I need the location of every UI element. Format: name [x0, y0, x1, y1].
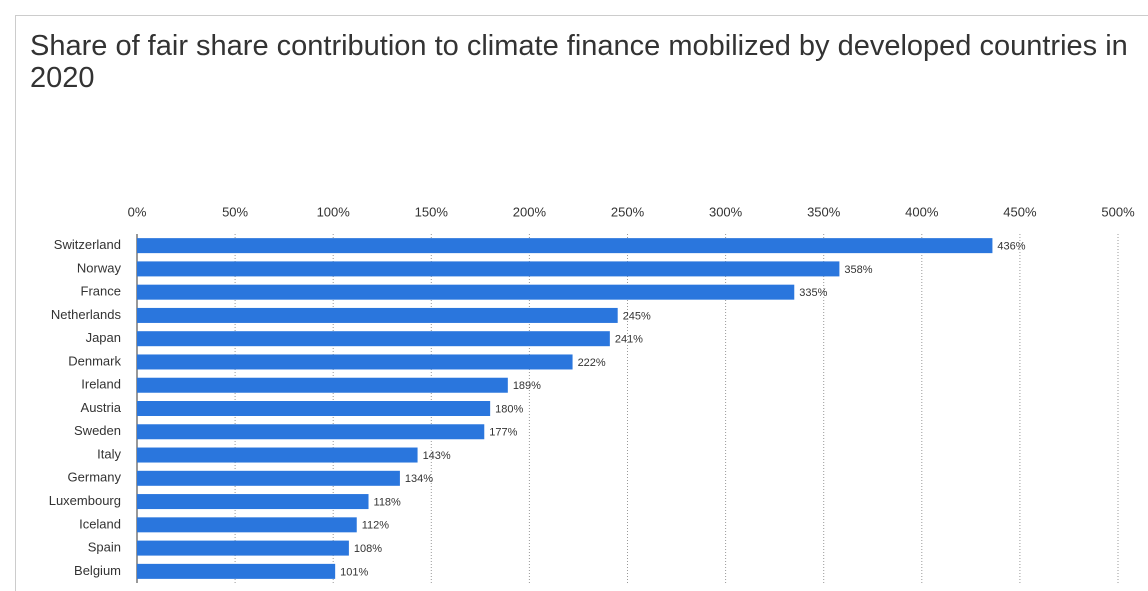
bar: [137, 284, 795, 300]
chart-title: Share of fair share contribution to clim…: [30, 30, 1128, 94]
value-label: 108%: [354, 543, 382, 555]
x-tick-label: 400%: [905, 204, 939, 219]
y-tick-label: Iceland: [79, 516, 121, 531]
value-label: 358%: [844, 264, 872, 276]
x-tick-label: 500%: [1101, 204, 1135, 219]
bar: [137, 238, 993, 254]
y-tick-label: Sweden: [74, 423, 121, 438]
x-tick-label: 0%: [128, 204, 147, 219]
value-label: 177%: [489, 427, 517, 439]
y-tick-label: Spain: [88, 540, 121, 555]
x-tick-label: 100%: [317, 204, 351, 219]
x-tick-label: 150%: [415, 204, 449, 219]
y-tick-label: Austria: [81, 400, 122, 415]
x-tick-label: 50%: [222, 204, 248, 219]
bar: [137, 494, 369, 510]
x-tick-label: 250%: [611, 204, 645, 219]
value-label: 101%: [340, 566, 368, 578]
y-tick-label: Belgium: [74, 563, 121, 578]
bar: [137, 401, 491, 416]
bar: [137, 354, 573, 370]
bar: [137, 540, 349, 556]
bar: [137, 470, 400, 486]
y-tick-label: Italy: [97, 446, 121, 461]
bar: [137, 563, 336, 579]
x-tick-label: 200%: [513, 204, 547, 219]
value-label: 335%: [799, 287, 827, 299]
y-tick-label: Norway: [77, 260, 122, 275]
y-tick-label: France: [81, 284, 121, 299]
value-label: 118%: [374, 496, 402, 508]
x-tick-label: 350%: [807, 204, 841, 219]
y-tick-label: Denmark: [68, 353, 121, 368]
bar: [137, 424, 485, 440]
bar: [137, 261, 840, 277]
y-tick-label: Germany: [68, 470, 122, 485]
value-label: 189%: [513, 380, 541, 392]
y-tick-label: Netherlands: [51, 307, 122, 322]
y-tick-label: Luxembourg: [49, 493, 121, 508]
value-label: 180%: [495, 403, 523, 415]
x-tick-label: 300%: [709, 204, 743, 219]
value-label: 222%: [578, 357, 606, 369]
bar: [137, 517, 357, 533]
value-label: 134%: [405, 473, 433, 485]
bar: [137, 331, 610, 347]
bar: [137, 447, 418, 463]
value-label: 436%: [997, 241, 1025, 253]
y-tick-label: Japan: [86, 330, 121, 345]
chart-frame: [15, 15, 1148, 591]
value-label: 245%: [623, 310, 651, 322]
value-label: 241%: [615, 334, 643, 346]
y-tick-label: Switzerland: [54, 237, 121, 252]
bar: [137, 377, 508, 393]
y-tick-label: Ireland: [81, 377, 121, 392]
value-label: 143%: [423, 450, 451, 462]
x-tick-label: 450%: [1003, 204, 1037, 219]
bar: [137, 307, 618, 323]
value-label: 112%: [362, 520, 390, 532]
